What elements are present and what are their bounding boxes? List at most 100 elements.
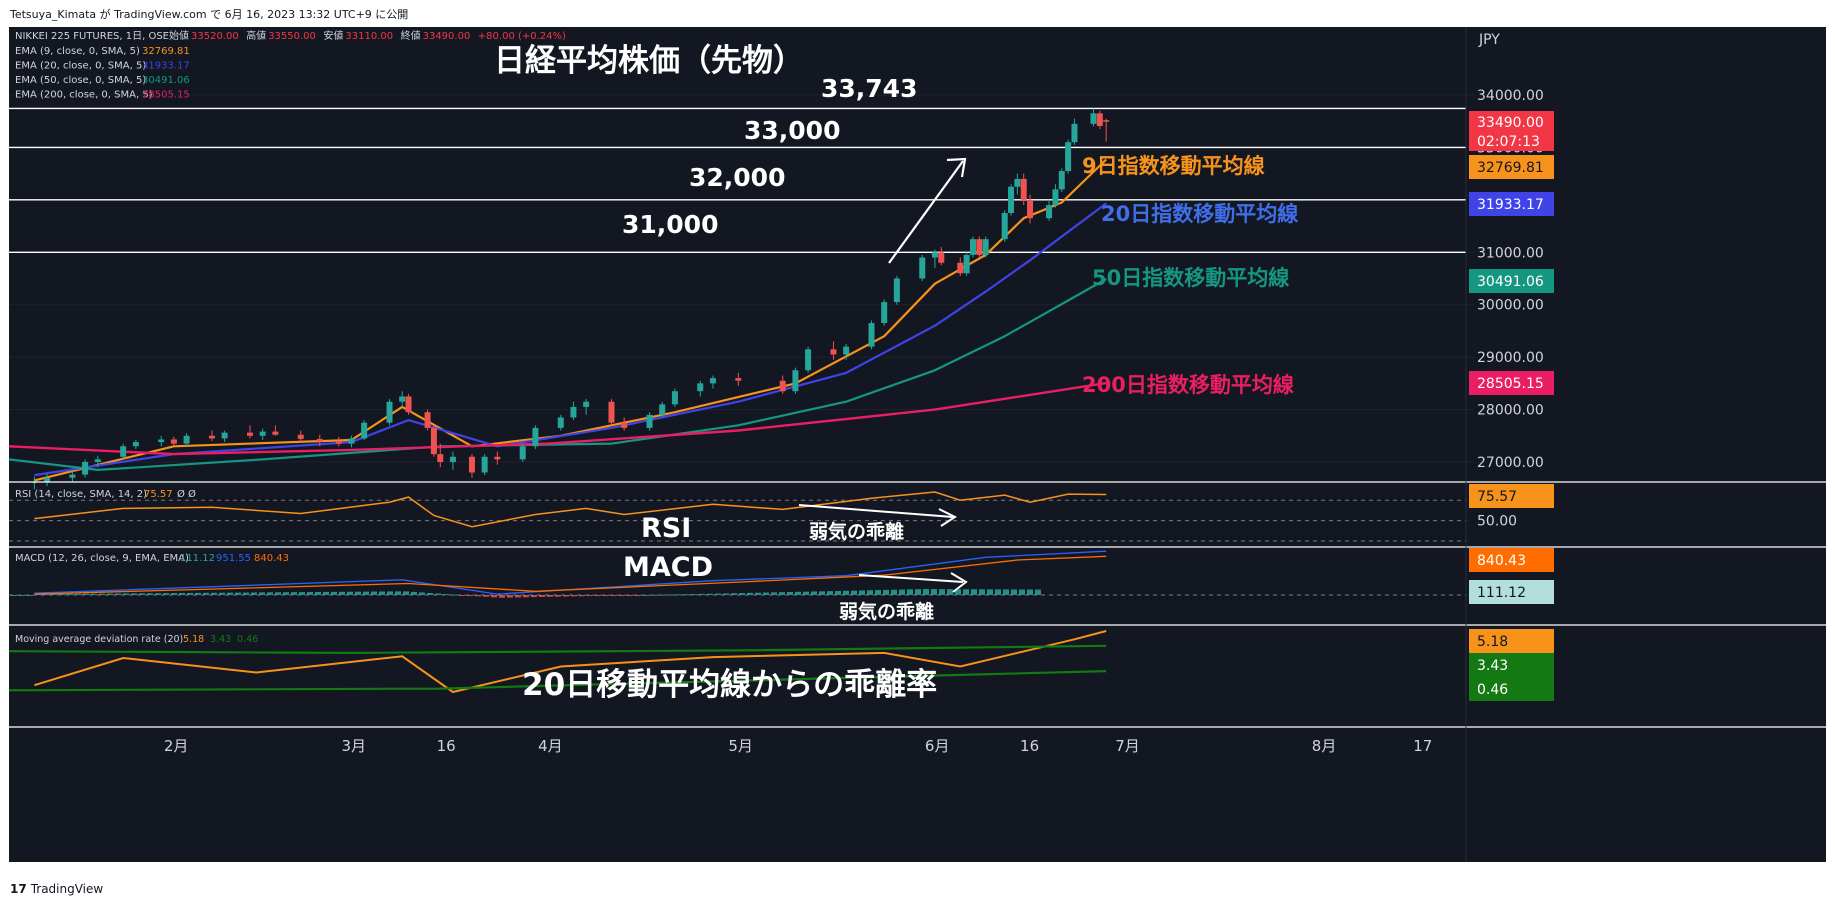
candle-body[interactable] bbox=[1001, 212, 1008, 240]
candle-body[interactable] bbox=[697, 383, 704, 392]
candle-body[interactable] bbox=[1103, 120, 1110, 122]
candle-body[interactable] bbox=[557, 417, 564, 428]
candle-body[interactable] bbox=[348, 438, 355, 444]
candle-body[interactable] bbox=[805, 349, 812, 371]
candle-body[interactable] bbox=[919, 257, 926, 279]
candle-body[interactable] bbox=[583, 401, 590, 407]
candle-body[interactable] bbox=[938, 252, 945, 263]
annotation-macd: MACD bbox=[623, 552, 713, 583]
candle-body[interactable] bbox=[132, 442, 139, 447]
candle-body[interactable] bbox=[272, 431, 279, 435]
candle-body[interactable] bbox=[671, 391, 678, 405]
candle-body[interactable] bbox=[735, 378, 742, 381]
candle-body[interactable] bbox=[405, 396, 412, 413]
macd-histogram-bar bbox=[643, 594, 649, 596]
candle-body[interactable] bbox=[208, 435, 215, 439]
price-scale[interactable]: 34000.0033000.0031000.0030000.0029000.00… bbox=[1469, 88, 1554, 701]
candle-body[interactable] bbox=[1058, 171, 1065, 190]
macd-histogram-bar bbox=[91, 593, 97, 595]
candle-body[interactable] bbox=[963, 254, 970, 274]
macd-histogram-bar bbox=[731, 593, 737, 595]
candle-body[interactable] bbox=[259, 431, 266, 436]
candle-body[interactable] bbox=[399, 396, 406, 402]
candle-body[interactable] bbox=[931, 252, 938, 258]
macd-histogram-bar bbox=[787, 591, 793, 595]
candle-body[interactable] bbox=[494, 456, 501, 460]
legend-rsi: RSI (14, close, SMA, 14, 2) bbox=[15, 489, 147, 500]
candle-body[interactable] bbox=[792, 370, 799, 392]
candle-body[interactable] bbox=[82, 462, 89, 475]
candle-body[interactable] bbox=[449, 456, 456, 462]
macd-histogram-bar bbox=[931, 589, 937, 595]
candle-body[interactable] bbox=[969, 239, 976, 255]
candle-body[interactable] bbox=[532, 427, 539, 447]
tradingview-logo[interactable]: 17 TradingView bbox=[10, 882, 103, 896]
rsi-pane[interactable] bbox=[9, 491, 1466, 542]
candle-body[interactable] bbox=[94, 459, 101, 462]
candle-body[interactable] bbox=[893, 278, 900, 303]
candle-body[interactable] bbox=[120, 446, 127, 457]
macd-histogram-bar bbox=[195, 592, 201, 595]
macd-histogram-bar bbox=[899, 589, 905, 595]
candle-body[interactable] bbox=[183, 435, 190, 444]
candle-body[interactable] bbox=[957, 262, 964, 274]
chart-canvas[interactable]: 34000.0033000.0031000.0030000.0029000.00… bbox=[8, 27, 1826, 862]
candle-body[interactable] bbox=[221, 432, 228, 439]
macd-histogram-bar bbox=[531, 595, 537, 598]
candle-body[interactable] bbox=[843, 346, 850, 355]
candle-body[interactable] bbox=[316, 438, 323, 442]
candle-body[interactable] bbox=[481, 456, 488, 473]
candle-body[interactable] bbox=[297, 434, 304, 439]
candle-body[interactable] bbox=[868, 323, 875, 347]
candle-body[interactable] bbox=[659, 404, 666, 415]
candle-body[interactable] bbox=[69, 474, 76, 478]
candle-body[interactable] bbox=[1020, 178, 1027, 200]
candle-body[interactable] bbox=[1065, 142, 1072, 172]
ema20-price-tag: 31933.17 bbox=[1477, 197, 1544, 213]
candle-body[interactable] bbox=[424, 412, 431, 428]
candle-body[interactable] bbox=[608, 401, 615, 423]
macd-histogram-bar bbox=[723, 593, 729, 595]
macd-histogram-bar bbox=[963, 589, 969, 595]
candle-body[interactable] bbox=[1046, 205, 1053, 219]
macd-histogram-bar bbox=[235, 592, 241, 595]
deviation-pane[interactable] bbox=[8, 630, 1107, 694]
candle-body[interactable] bbox=[881, 302, 888, 324]
candle-body[interactable] bbox=[170, 439, 177, 444]
candle-body[interactable] bbox=[976, 239, 983, 255]
time-axis[interactable]: 2月 3月 16 4月 5月 6月 16 7月 8月 17 bbox=[164, 737, 1432, 755]
candle-body[interactable] bbox=[430, 427, 437, 455]
candle-body[interactable] bbox=[646, 414, 653, 428]
candle-body[interactable] bbox=[437, 454, 444, 462]
candle-body[interactable] bbox=[621, 422, 628, 428]
macd-histogram-bar bbox=[19, 595, 25, 596]
candle-body[interactable] bbox=[246, 432, 253, 436]
macd-histogram-bar bbox=[811, 591, 817, 595]
candle-body[interactable] bbox=[830, 349, 837, 355]
candle-body[interactable] bbox=[982, 239, 989, 255]
macd-histogram-bar bbox=[555, 595, 561, 597]
candle-body[interactable] bbox=[1096, 113, 1103, 126]
deviation-value-tag: 5.18 bbox=[1477, 634, 1508, 650]
candle-body[interactable] bbox=[44, 477, 51, 482]
candle-body[interactable] bbox=[386, 401, 393, 423]
candle-body[interactable] bbox=[1027, 199, 1034, 219]
candle-body[interactable] bbox=[709, 378, 716, 384]
candle-body[interactable] bbox=[1090, 113, 1097, 124]
candle-body[interactable] bbox=[361, 422, 368, 439]
macd-histogram-bar bbox=[699, 593, 705, 595]
chart-frame[interactable]: 34000.0033000.0031000.0030000.0029000.00… bbox=[8, 27, 1826, 862]
candle-body[interactable] bbox=[1052, 189, 1059, 206]
macd-pane[interactable] bbox=[9, 550, 1466, 598]
candle-body[interactable] bbox=[570, 406, 577, 418]
candle-body[interactable] bbox=[1014, 178, 1021, 187]
candle-body[interactable] bbox=[335, 441, 342, 444]
candle-body[interactable] bbox=[519, 446, 526, 460]
legend-ema-value: 30491.06 bbox=[142, 75, 190, 86]
candle-body[interactable] bbox=[779, 380, 786, 392]
candle-body[interactable] bbox=[1008, 186, 1015, 213]
candle-body[interactable] bbox=[1071, 123, 1078, 143]
candle-body[interactable] bbox=[468, 456, 475, 473]
candle-body[interactable] bbox=[158, 439, 165, 443]
candles[interactable] bbox=[31, 108, 1110, 490]
